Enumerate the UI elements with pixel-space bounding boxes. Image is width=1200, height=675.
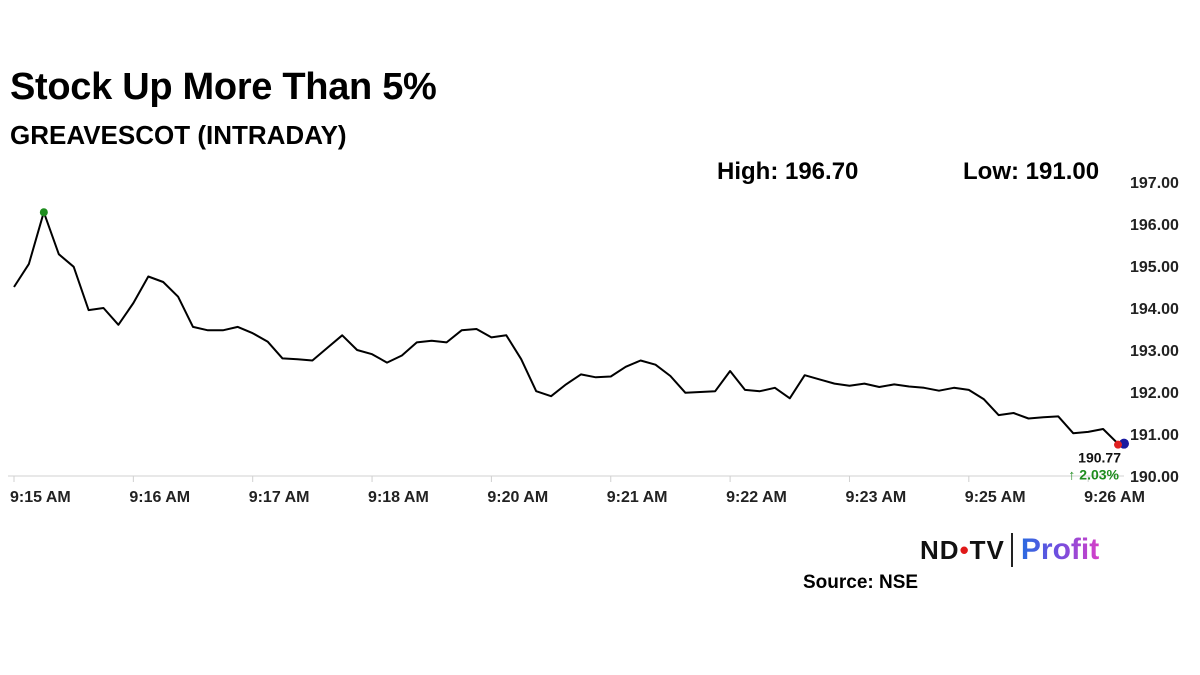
x-tick-label: 9:23 AM [845, 489, 906, 506]
x-tick-label: 9:22 AM [726, 489, 787, 506]
x-tick-label: 9:26 AM [1084, 489, 1145, 506]
ndtv-profit-logo: ND•TV Profit [920, 530, 1099, 570]
x-tick-label: 9:16 AM [129, 489, 190, 506]
source-note: Source: NSE [803, 572, 919, 593]
x-tick-label: 9:18 AM [368, 489, 429, 506]
x-tick-label: 9:21 AM [607, 489, 668, 506]
last-point-marker [1114, 440, 1122, 449]
x-tick-label: 9:20 AM [487, 489, 548, 506]
y-tick-label: 192.00 [1130, 385, 1179, 402]
low-value: Low: 191.00 [963, 158, 1100, 185]
high-point-marker [39, 208, 48, 217]
chart-title: Stock Up More Than 5% [10, 66, 437, 108]
y-tick-label: 191.00 [1130, 427, 1179, 444]
y-tick-label: 197.00 [1130, 175, 1179, 192]
y-tick-label: 190.00 [1130, 469, 1179, 486]
y-tick-label: 196.00 [1130, 217, 1179, 234]
x-tick-label: 9:15 AM [10, 489, 71, 506]
high-value: High: 196.70 [717, 158, 859, 185]
profit-wordmark: Profit [1020, 533, 1100, 566]
change-percent-label: ↑ 2.03% [1068, 467, 1119, 483]
last-value-label: 190.77 [1078, 450, 1121, 466]
y-tick-label: 193.00 [1130, 343, 1179, 360]
logo-separator [1010, 533, 1013, 567]
y-tick-label: 195.00 [1130, 259, 1179, 276]
price-series-line [13, 211, 1119, 445]
y-tick-label: 194.00 [1130, 301, 1179, 318]
x-tick-label: 9:17 AM [249, 489, 310, 506]
x-tick-label: 9:25 AM [965, 489, 1026, 506]
chart-subtitle: GREAVESCOT (INTRADAY) [10, 120, 347, 150]
ndtv-wordmark: ND•TV [920, 534, 1005, 565]
